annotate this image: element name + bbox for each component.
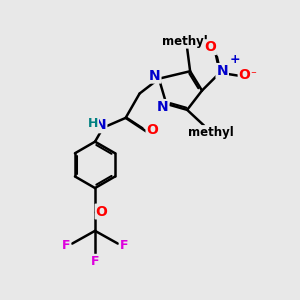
Text: O: O [96,205,107,218]
Text: F: F [120,238,128,252]
Text: N: N [95,118,106,132]
Text: H: H [88,117,98,130]
Text: methyl: methyl [188,126,233,139]
Text: N: N [216,64,228,78]
Text: O: O [204,40,216,54]
Text: F: F [91,255,99,268]
Text: methyl: methyl [162,35,208,48]
Text: methyl: methyl [182,41,187,42]
Text: F: F [62,238,70,252]
Text: O: O [146,123,158,137]
Text: N: N [157,100,169,114]
Text: N: N [149,69,161,83]
Text: ⁻: ⁻ [250,70,256,80]
Text: O: O [238,68,250,82]
Text: +: + [230,53,240,66]
